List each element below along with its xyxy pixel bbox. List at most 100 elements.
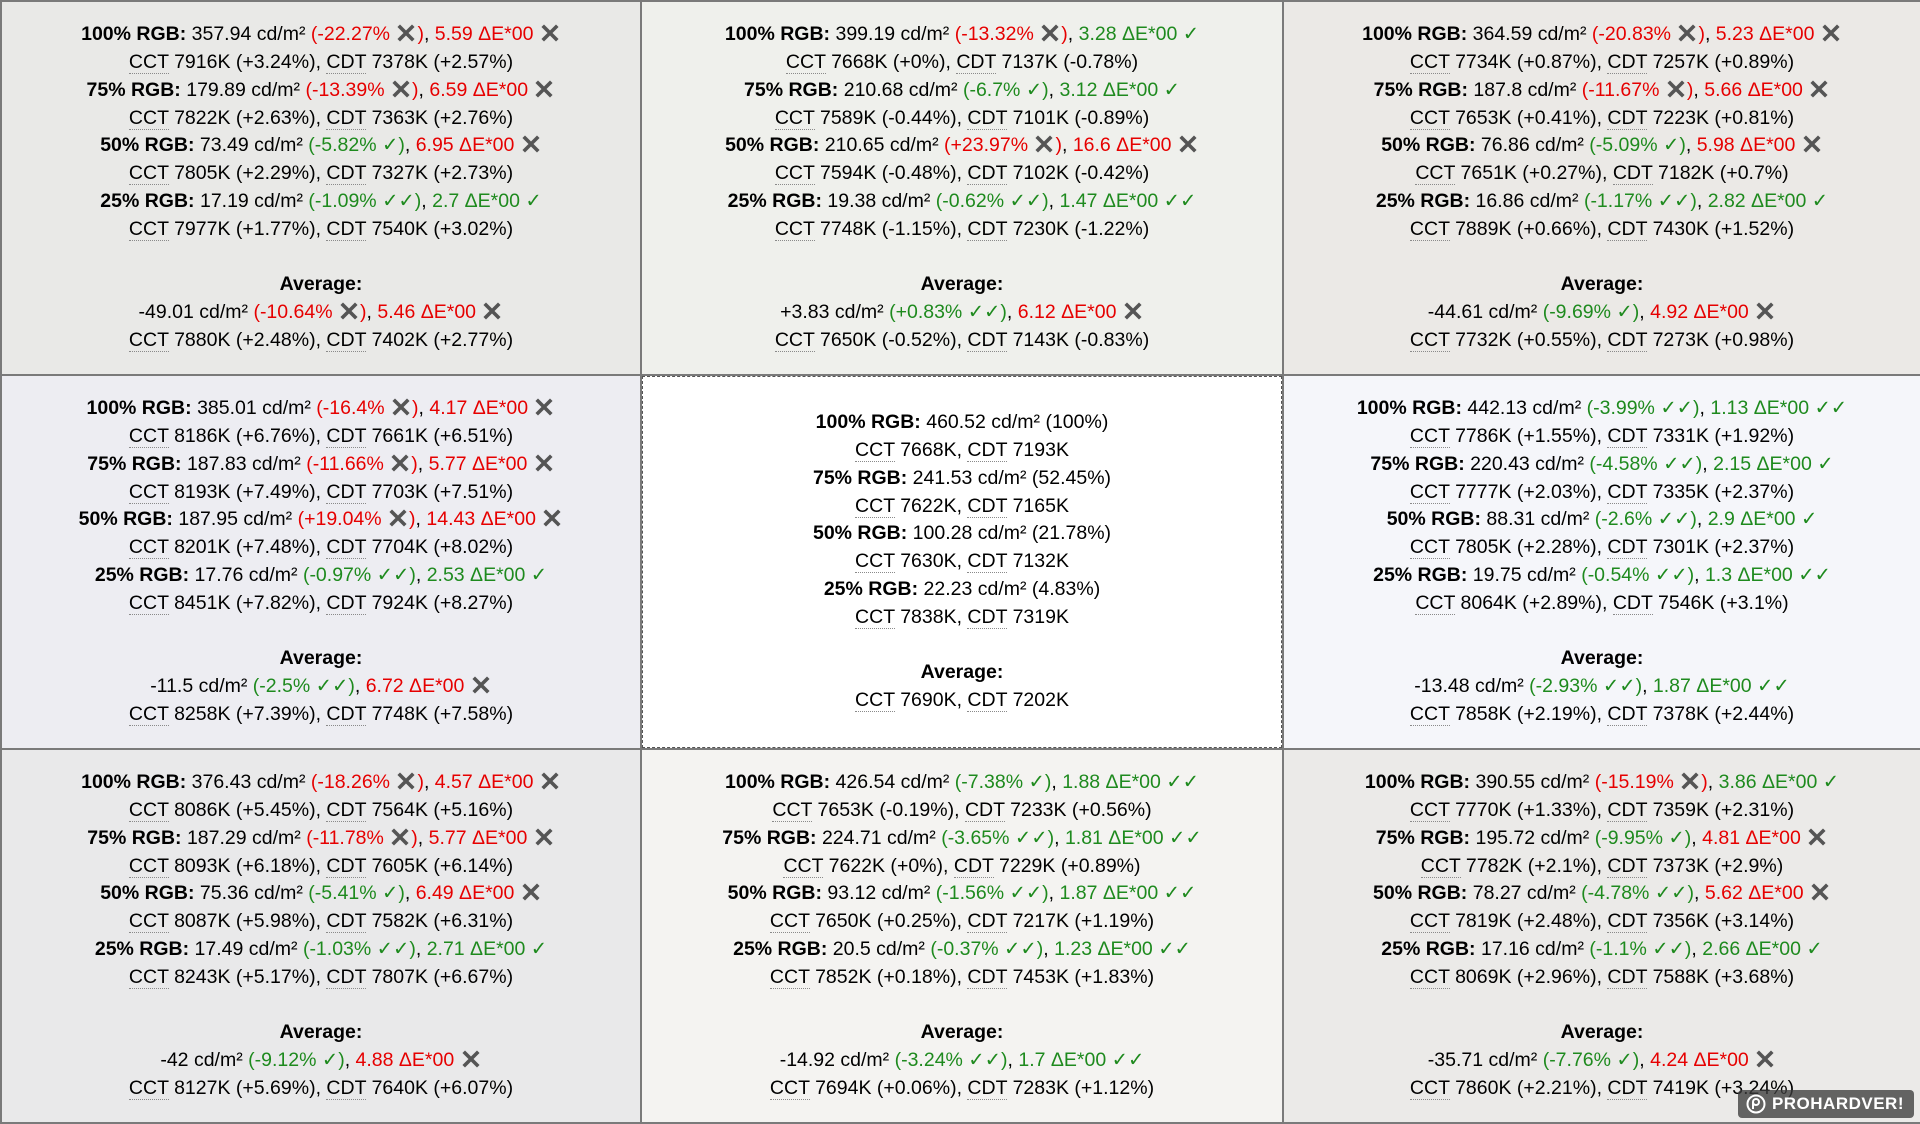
color-temp-line: CCT 7777K (+2.03%), CDT 7335K (+2.37%)	[1409, 480, 1795, 504]
cross-icon	[522, 135, 540, 153]
cct-value: 7651K	[1460, 162, 1517, 185]
delta-e-value: 4.92 ΔE*00	[1650, 301, 1749, 324]
luminance-value: 16.86 cd/m²	[1475, 190, 1579, 212]
luminance-line: 25% RGB: 20.5 cd/m² (-0.37% ✓✓), 1.23 ΔE…	[733, 938, 1191, 960]
luminance-deviation: -1.09%	[314, 190, 377, 212]
cdt-value: 7703K	[371, 480, 428, 503]
luminance-deviation: -1.03%	[309, 938, 372, 960]
color-temp-line: CCT 7770K (+1.33%), CDT 7359K (+2.31%)	[1409, 799, 1795, 823]
cdt-label: CDT	[1607, 106, 1648, 130]
cdt-deviation: +3.02%	[439, 217, 507, 240]
cdt-deviation: +2.76%	[439, 106, 507, 129]
check-icon: ✓✓	[1163, 826, 1202, 849]
cct-label: CCT	[855, 494, 895, 518]
luminance-value: 460.52 cd/m²	[926, 411, 1041, 434]
cct-label: CCT	[128, 854, 169, 878]
check-icon: ✓	[525, 938, 548, 960]
delta-e-value: 1.7 ΔE*00	[1018, 1049, 1107, 1072]
cct-label: CCT	[128, 480, 169, 504]
check-icon: ✓✓	[1751, 675, 1790, 698]
cct-deviation: +2.89%	[1528, 591, 1596, 614]
cdt-value: 7605K	[371, 854, 428, 877]
cdt-label: CDT	[326, 328, 367, 352]
cross-icon	[535, 454, 553, 472]
cdt-deviation: +0.56%	[1078, 799, 1146, 822]
cct-deviation: +0.66%	[1523, 217, 1591, 240]
cct-label: CCT	[128, 51, 169, 75]
luminance-deviation: +23.97%	[950, 134, 1029, 157]
cdt-value: 7356K	[1652, 910, 1709, 933]
cct-label: CCT	[128, 106, 169, 130]
cross-icon	[1124, 302, 1142, 320]
luminance-line: 100% RGB: 357.94 cd/m² (-22.27% ), 5.59 …	[81, 21, 561, 49]
cdt-value: 7137K	[1001, 51, 1058, 74]
cdt-deviation: -0.42%	[1080, 162, 1143, 185]
average-heading: Average:	[280, 271, 363, 299]
cdt-label: CDT	[1607, 217, 1648, 241]
level-label: 25% RGB:	[1373, 564, 1468, 586]
cdt-value: 7233K	[1010, 799, 1067, 822]
color-temp-line: CCT 7653K (+0.41%), CDT 7223K (+0.81%)	[1409, 106, 1795, 130]
check-icon: ✓	[1158, 78, 1180, 101]
luminance-line: 75% RGB: 220.43 cd/m² (-4.58% ✓✓), 2.15 …	[1370, 452, 1834, 475]
cdt-value: 7924K	[371, 591, 428, 614]
cct-deviation: +0.25%	[883, 910, 951, 933]
delta-e-value: 5.98 ΔE*00	[1696, 134, 1796, 157]
level-label: 50% RGB:	[727, 882, 822, 905]
cdt-value: 7402K	[371, 328, 428, 351]
delta-e-value: 2.82 ΔE*00	[1707, 190, 1807, 212]
cdt-label: CDT	[326, 965, 367, 989]
luminance-line: 25% RGB: 17.19 cd/m² (-1.09% ✓✓), 2.7 ΔE…	[100, 190, 542, 212]
cdt-value: 7223K	[1652, 106, 1709, 129]
cdt-deviation: -0.83%	[1080, 328, 1143, 351]
level-label: 100% RGB:	[1364, 771, 1471, 794]
check-icon: ✓	[1811, 452, 1834, 475]
luminance-deviation: -3.65%	[947, 826, 1010, 849]
color-temp-line: CCT 7977K (+1.77%), CDT 7540K (+3.02%)	[128, 217, 514, 241]
level-label: 100% RGB:	[86, 397, 192, 420]
level-label: 75% RGB:	[87, 452, 182, 475]
cct-label: CCT	[128, 591, 169, 615]
level-label: 75% RGB:	[1375, 826, 1471, 849]
cct-value: 7805K	[1455, 536, 1512, 559]
luminance-deviation: -1.56%	[942, 882, 1005, 905]
check-icon: ✓✓	[1106, 1049, 1145, 1072]
luminance-line: 75% RGB: 224.71 cd/m² (-3.65% ✓✓), 1.81 …	[722, 826, 1202, 849]
cct-label: CCT	[128, 965, 169, 989]
luminance-value: 17.19 cd/m²	[199, 190, 303, 212]
average-heading: Average:	[280, 645, 363, 673]
cdt-label: CDT	[326, 106, 367, 130]
zone-middle-left: 100% RGB: 385.01 cd/m² (-16.4% ), 4.17 Δ…	[2, 376, 640, 748]
delta-e-value: 4.57 ΔE*00	[434, 771, 534, 794]
cct-value: 7819K	[1455, 910, 1512, 933]
cdt-deviation: +0.81%	[1720, 106, 1788, 129]
luminance-line: 25% RGB: 22.23 cd/m² (4.83%)	[824, 576, 1100, 604]
luminance-value: 187.83 cd/m²	[186, 452, 301, 475]
cross-icon	[543, 509, 561, 527]
cdt-value: 7143K	[1012, 328, 1069, 351]
luminance-value: 195.72 cd/m²	[1475, 826, 1590, 849]
average-label: Average:	[279, 647, 363, 670]
cct-value: 8069K	[1455, 965, 1512, 988]
luminance-deviation: -5.82%	[314, 134, 377, 157]
luminance-deviation: -13.39%	[311, 78, 385, 101]
check-icon: ✓✓	[376, 190, 415, 212]
cdt-deviation: +1.83%	[1080, 965, 1148, 988]
color-temp-line: CCT 7786K (+1.55%), CDT 7331K (+1.92%)	[1409, 425, 1795, 449]
cct-deviation: +1.77%	[242, 217, 310, 240]
zone-center-reference: 100% RGB: 460.52 cd/m² (100%) CCT 7668K, …	[642, 376, 1282, 748]
color-temp-line: CCT 7594K (-0.48%), CDT 7102K (-0.42%)	[774, 162, 1150, 186]
cct-deviation: +2.1%	[1534, 854, 1591, 877]
color-temp-line: CCT 8451K (+7.82%), CDT 7924K (+8.27%)	[128, 591, 514, 615]
check-icon: ✓✓	[1649, 882, 1688, 905]
cdt-label: CDT	[1607, 910, 1648, 934]
luminance-deviation: -3.24%	[901, 1049, 963, 1072]
cct-deviation: +2.48%	[242, 328, 310, 351]
cdt-label: CDT	[326, 536, 367, 560]
cdt-label: CDT	[326, 702, 367, 726]
level-label: 50% RGB:	[812, 522, 908, 545]
luminance-deviation: -7.38%	[961, 771, 1024, 794]
average-luminance-line: -14.92 cd/m² (-3.24% ✓✓), 1.7 ΔE*00 ✓✓	[779, 1049, 1145, 1072]
delta-e-value: 1.3 ΔE*00	[1704, 564, 1793, 586]
